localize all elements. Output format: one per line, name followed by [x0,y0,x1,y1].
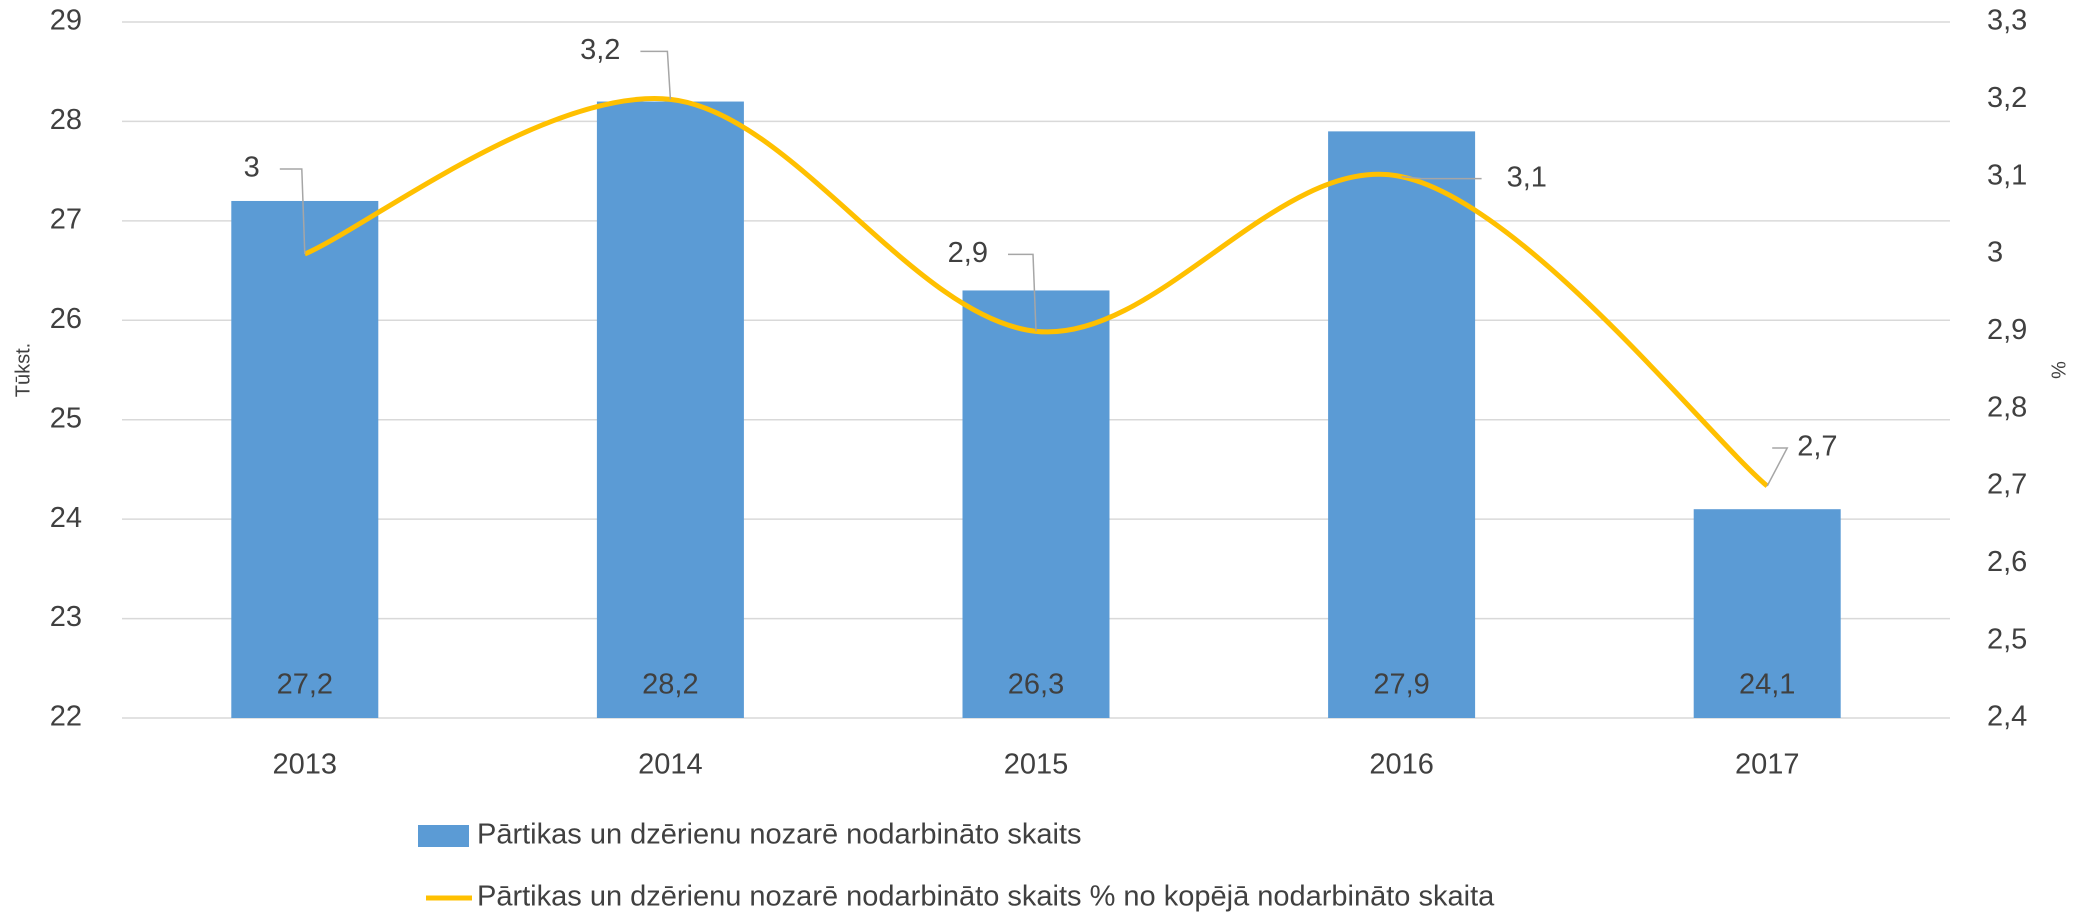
y2-tick-label: 3 [1987,237,2003,269]
y2-tick-label: 2,5 [1987,623,2027,655]
leader-line [279,168,306,255]
bar [596,101,744,719]
x-tick-label: 2016 [1369,749,1434,781]
bar [231,200,379,718]
y-axis-label: Tūkst. [12,343,34,397]
bar-value-label: 27,9 [1373,669,1429,701]
y-tick-label: 22 [50,701,82,733]
y-tick-label: 24 [50,502,82,534]
bar-value-label: 27,2 [277,669,333,701]
y2-tick-label: 2,7 [1987,469,2027,501]
legend-label: Pārtikas un dzērienu nozarē nodarbināto … [477,881,1495,912]
x-tick-label: 2015 [1004,749,1069,781]
x-tick-label: 2013 [273,749,338,781]
y2-tick-label: 3,3 [1987,5,2027,37]
bar-value-label: 26,3 [1008,669,1064,701]
legend-label: Pārtikas un dzērienu nozarē nodarbināto … [477,819,1082,851]
legend-swatch [418,825,469,847]
leader-line [1008,253,1037,332]
x-tick-label: 2014 [638,749,703,781]
y-tick-label: 26 [50,303,82,335]
line-value-label: 3 [244,152,260,184]
y2-tick-label: 3,1 [1987,159,2027,191]
leader-line [640,50,672,100]
line-value-label: 2,7 [1797,431,1837,463]
y2-tick-label: 2,9 [1987,314,2027,346]
line [303,96,1769,488]
y2-tick-label: 2,6 [1987,546,2027,578]
y-tick-label: 27 [50,204,82,236]
line-value-label: 3,2 [580,34,620,66]
y2-tick-label: 2,8 [1987,391,2027,423]
leader-line [1401,175,1482,180]
bar-value-label: 24,1 [1739,669,1795,701]
bar-value-label: 28,2 [642,669,698,701]
x-tick-label: 2017 [1735,749,1800,781]
y2-axis-label: % [2047,361,2069,379]
line-value-label: 3,1 [1507,161,1547,193]
bar [962,290,1110,718]
bar [1693,509,1841,718]
y-tick-label: 25 [50,402,82,434]
y-tick-label: 28 [50,104,82,136]
bar [1328,131,1476,718]
line-value-label: 2,9 [948,237,988,269]
y2-tick-label: 3,2 [1987,82,2027,114]
y-tick-label: 23 [50,601,82,633]
y-tick-label: 29 [50,5,82,37]
y2-tick-label: 2,4 [1987,701,2027,733]
leader-line [1766,447,1789,487]
